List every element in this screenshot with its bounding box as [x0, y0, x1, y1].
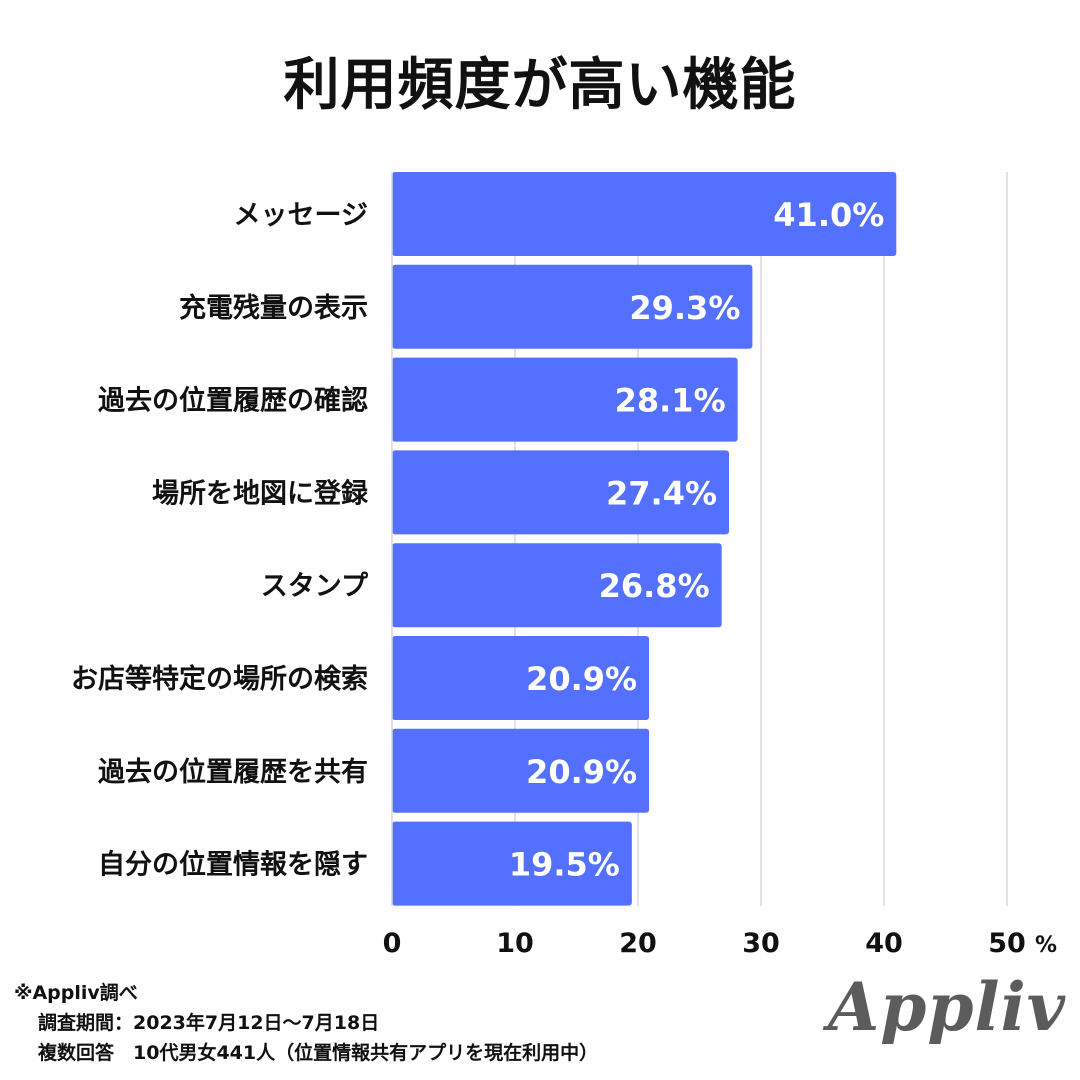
x-tick-label-0: 0 — [383, 928, 402, 959]
category-label-7: 過去の位置履歴を共有 — [98, 756, 368, 788]
category-label-6: お店等特定の場所の検索 — [71, 663, 368, 695]
bar-8 — [392, 821, 632, 906]
category-label-5: スタンプ — [261, 571, 369, 602]
x-axis-unit: % — [1035, 933, 1057, 958]
category-label-3: 過去の位置履歴の確認 — [98, 385, 368, 417]
data-label-2: 29.3% — [629, 289, 740, 327]
x-tick-label-50: 50 — [988, 928, 1026, 959]
x-tick-label-40: 40 — [865, 928, 903, 959]
x-tick-label-30: 30 — [742, 928, 780, 959]
data-label-4: 27.4% — [606, 474, 717, 512]
bar-5 — [392, 543, 722, 628]
category-label-8: 自分の位置情報を隠す — [98, 849, 368, 881]
data-label-3: 28.1% — [615, 382, 726, 420]
bar-2 — [392, 264, 753, 349]
bar-6 — [392, 636, 650, 720]
category-label-1: メッセージ — [234, 200, 368, 231]
bar-1 — [392, 172, 897, 256]
data-label-1: 41.0% — [773, 196, 884, 234]
category-label-4: 場所を地図に登録 — [152, 477, 369, 509]
source-note: ※Appliv調べ — [14, 982, 138, 1004]
appliv-logo: Appliv — [828, 968, 1066, 1046]
chart-title: 利用頻度が高い機能 — [283, 53, 797, 118]
category-label-2: 充電残量の表示 — [179, 292, 368, 324]
bar-4 — [392, 450, 730, 535]
bar-7 — [392, 728, 650, 813]
footnotes: ※Appliv調べ 調査期間：2023年7月12日〜7月18日 複数回答 10代… — [14, 978, 598, 1068]
x-tick-label-20: 20 — [619, 928, 657, 959]
data-label-6: 20.9% — [526, 660, 637, 698]
data-label-5: 26.8% — [599, 567, 710, 605]
x-tick-label-10: 10 — [496, 928, 534, 959]
data-label-7: 20.9% — [526, 753, 637, 791]
data-label-8: 19.5% — [509, 846, 620, 884]
respondents-note: 複数回答 10代男女441人（位置情報共有アプリを現在利用中） — [38, 1042, 599, 1064]
bar-3 — [392, 357, 738, 442]
period-note: 調査期間：2023年7月12日〜7月18日 — [38, 1012, 380, 1034]
